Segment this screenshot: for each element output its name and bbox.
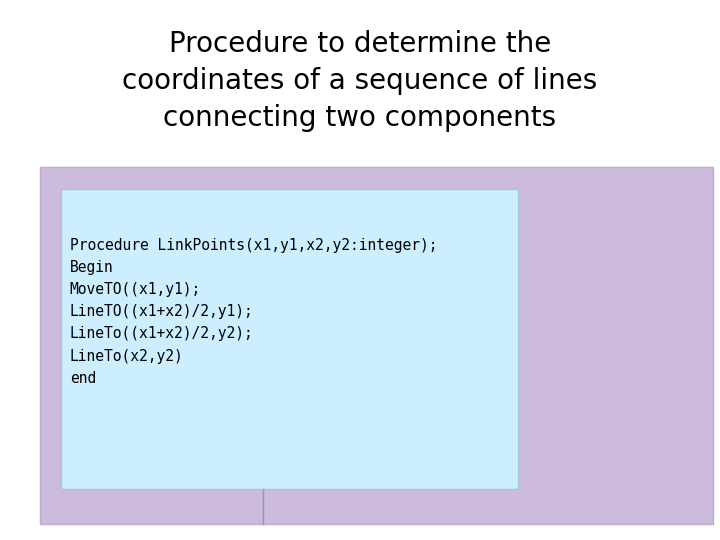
Text: Procedure LinkPoints(x1,y1,x2,y2:integer);
Begin
MoveTO((x1,y1);
LineTO((x1+x2)/: Procedure LinkPoints(x1,y1,x2,y2:integer… — [70, 238, 437, 386]
Text: Procedure to determine the
coordinates of a sequence of lines
connecting two com: Procedure to determine the coordinates o… — [122, 30, 598, 132]
FancyBboxPatch shape — [61, 189, 518, 489]
FancyBboxPatch shape — [40, 167, 713, 524]
